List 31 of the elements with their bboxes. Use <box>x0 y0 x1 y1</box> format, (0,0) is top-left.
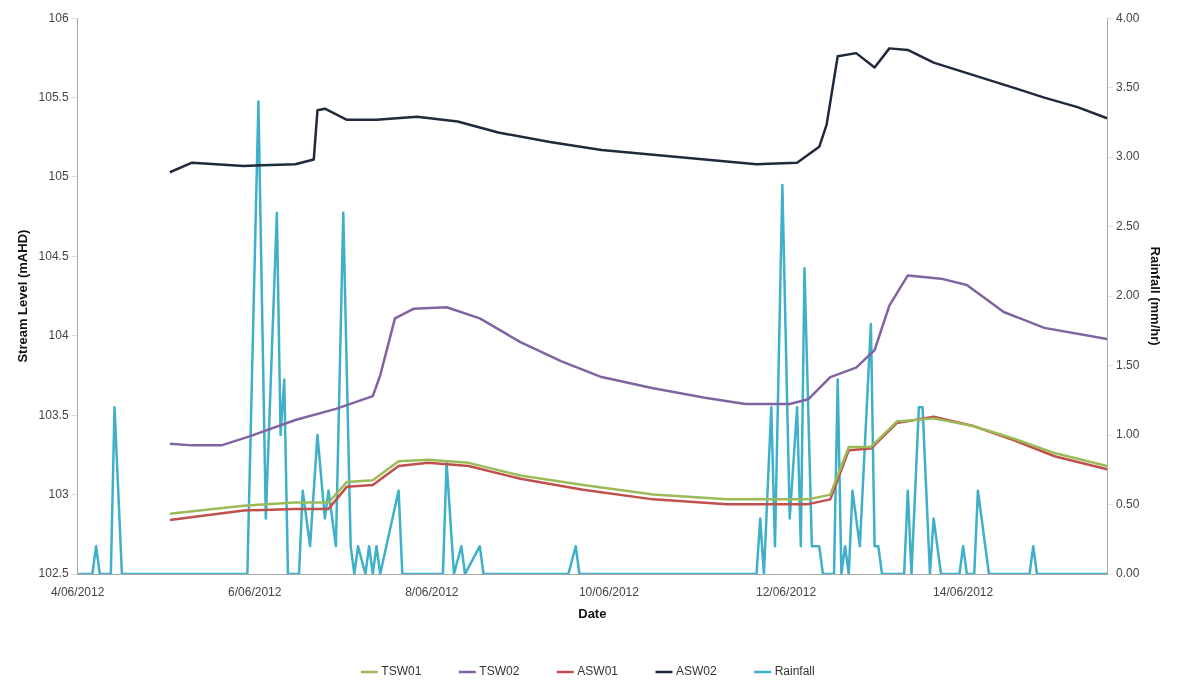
x-tick-label: 10/06/2012 <box>578 584 640 599</box>
y-tick-label: 105 <box>48 169 69 184</box>
x-axis-title: Date <box>578 605 607 621</box>
y-tick-label: 103.5 <box>38 407 69 422</box>
legend-label: Rainfall <box>774 664 815 679</box>
x-tick-label: 12/06/2012 <box>756 584 817 599</box>
y2-tick-label: 4.00 <box>1116 10 1140 25</box>
y-tick-label: 104 <box>48 328 69 343</box>
y2-tick-label: 0.50 <box>1116 496 1140 511</box>
y-tick-label: 102.5 <box>38 566 69 581</box>
x-tick-label: 14/06/2012 <box>933 584 994 599</box>
y2-tick-label: 2.50 <box>1116 218 1140 233</box>
y-axis-title: Stream Level (mAHD) <box>15 229 31 363</box>
legend-label: TSW02 <box>479 664 520 679</box>
y2-axis-title: Rainfall (mm/hr) <box>1147 246 1163 346</box>
y-tick-label: 104.5 <box>38 248 69 263</box>
legend-label: TSW01 <box>381 664 422 679</box>
x-tick-label: 8/06/2012 <box>405 584 459 599</box>
x-tick-label: 4/06/2012 <box>50 584 105 599</box>
y-tick-label: 106 <box>48 10 69 25</box>
x-tick-label: 6/06/2012 <box>228 584 282 599</box>
legend-label: ASW02 <box>676 664 718 679</box>
legend-label: ASW01 <box>577 664 619 679</box>
y2-tick-label: 2.00 <box>1116 288 1140 303</box>
y-tick-label: 105.5 <box>38 89 69 104</box>
y2-tick-label: 3.00 <box>1116 149 1140 164</box>
y2-tick-label: 3.50 <box>1116 79 1140 94</box>
y-tick-label: 103 <box>48 486 69 501</box>
y2-tick-label: 1.00 <box>1116 427 1140 442</box>
y2-tick-label: 1.50 <box>1116 357 1140 372</box>
y2-tick-label: 0.00 <box>1116 566 1140 581</box>
